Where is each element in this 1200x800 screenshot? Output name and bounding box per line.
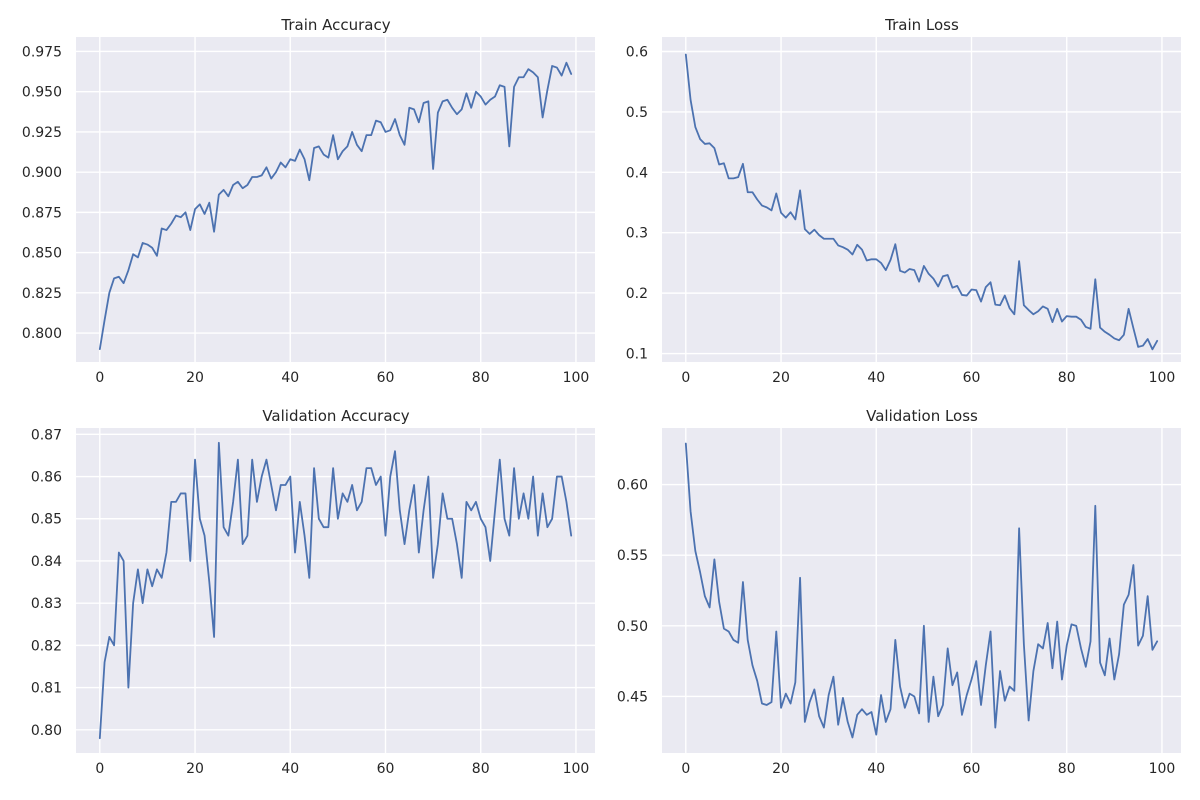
- validation-loss-x-tick-label: 60: [963, 761, 981, 777]
- train-loss-plot-area: [662, 37, 1181, 362]
- train-loss-x-tick-label: 40: [867, 370, 885, 386]
- validation-accuracy-y-tick-label: 0.85: [31, 512, 62, 528]
- train-accuracy-y-tick-label: 0.900: [22, 165, 62, 181]
- validation-accuracy-y-tick-label: 0.83: [31, 596, 62, 612]
- train-loss-y-tick-label: 0.3: [626, 226, 648, 242]
- train-loss-x-tick-label: 80: [1058, 370, 1076, 386]
- validation-accuracy-x-tick-label: 60: [377, 761, 395, 777]
- train-accuracy-x-tick-label: 80: [472, 370, 490, 386]
- train-loss-y-tick-label: 0.1: [626, 347, 648, 363]
- validation-accuracy-title: Validation Accuracy: [262, 407, 409, 425]
- validation-loss-x-tick-label: 20: [772, 761, 790, 777]
- train-loss-series-line: [684, 53, 1159, 351]
- train-accuracy-y-tick-label: 0.825: [22, 286, 62, 302]
- validation-accuracy-y-tick-label: 0.80: [31, 723, 62, 739]
- train-loss-x-tick-label: 20: [772, 370, 790, 386]
- validation-loss-x-tick-label: 100: [1149, 761, 1176, 777]
- train-loss-x-tick-label: 0: [681, 370, 690, 386]
- validation-loss-panel: Validation Loss 0 20 40 60 80 100 0.45 0.50 0.55…: [617, 407, 1181, 777]
- validation-accuracy-y-tick-label: 0.82: [31, 638, 62, 654]
- train-accuracy-title: Train Accuracy: [280, 16, 390, 34]
- train-accuracy-y-tick-label: 0.925: [22, 125, 62, 141]
- train-loss-x-tick-label: 100: [1149, 370, 1176, 386]
- validation-loss-x-tick-label: 40: [867, 761, 885, 777]
- validation-accuracy-y-tick-label: 0.84: [31, 554, 62, 570]
- validation-accuracy-x-tick-label: 20: [186, 761, 204, 777]
- train-accuracy-y-tick-label: 0.950: [22, 85, 62, 101]
- train-loss-panel: Train Loss 0 20 40 60 80 100 0.1 0.2 0.3 0.4 0.5 0.…: [626, 16, 1181, 386]
- train-accuracy-x-tick-label: 0: [95, 370, 104, 386]
- validation-loss-x-tick-label: 80: [1058, 761, 1076, 777]
- validation-loss-plot-area: [662, 428, 1181, 753]
- train-accuracy-panel: Train Accuracy 0 20 40 60 80 100 0.800 0.825 0.8…: [22, 16, 595, 386]
- train-accuracy-x-tick-label: 20: [186, 370, 204, 386]
- train-loss-y-tick-label: 0.6: [626, 44, 648, 60]
- validation-loss-title: Validation Loss: [866, 407, 978, 425]
- validation-accuracy-y-tick-label: 0.81: [31, 681, 62, 697]
- validation-loss-series-line: [684, 442, 1159, 739]
- validation-loss-y-tick-label: 0.55: [617, 548, 648, 564]
- validation-accuracy-x-tick-label: 80: [472, 761, 490, 777]
- train-accuracy-y-tick-label: 0.875: [22, 205, 62, 221]
- validation-accuracy-x-tick-label: 100: [563, 761, 590, 777]
- train-accuracy-x-tick-label: 100: [563, 370, 590, 386]
- validation-accuracy-x-tick-label: 40: [281, 761, 299, 777]
- train-accuracy-y-tick-label: 0.975: [22, 44, 62, 60]
- train-loss-title: Train Loss: [884, 16, 959, 34]
- train-accuracy-series-line: [98, 61, 573, 351]
- validation-loss-y-tick-label: 0.45: [617, 689, 648, 705]
- train-loss-y-tick-label: 0.2: [626, 286, 648, 302]
- validation-accuracy-plot-area: [76, 428, 595, 753]
- validation-accuracy-y-tick-label: 0.87: [31, 427, 62, 443]
- validation-accuracy-series-line: [98, 441, 573, 740]
- train-accuracy-y-tick-label: 0.850: [22, 246, 62, 262]
- train-loss-y-tick-label: 0.5: [626, 105, 648, 121]
- validation-accuracy-x-tick-label: 0: [95, 761, 104, 777]
- train-accuracy-y-tick-label: 0.800: [22, 326, 62, 342]
- validation-loss-x-tick-label: 0: [681, 761, 690, 777]
- train-accuracy-x-tick-label: 60: [377, 370, 395, 386]
- train-accuracy-x-tick-label: 40: [281, 370, 299, 386]
- validation-accuracy-panel: Validation Accuracy 0 20 40 60 80 100 0.80 0.81…: [31, 407, 595, 777]
- train-accuracy-plot-area: [76, 37, 595, 362]
- validation-loss-y-tick-label: 0.50: [617, 619, 648, 635]
- train-loss-y-tick-label: 0.4: [626, 165, 648, 181]
- validation-loss-y-tick-label: 0.60: [617, 478, 648, 494]
- train-loss-x-tick-label: 60: [963, 370, 981, 386]
- validation-accuracy-y-tick-label: 0.86: [31, 470, 62, 486]
